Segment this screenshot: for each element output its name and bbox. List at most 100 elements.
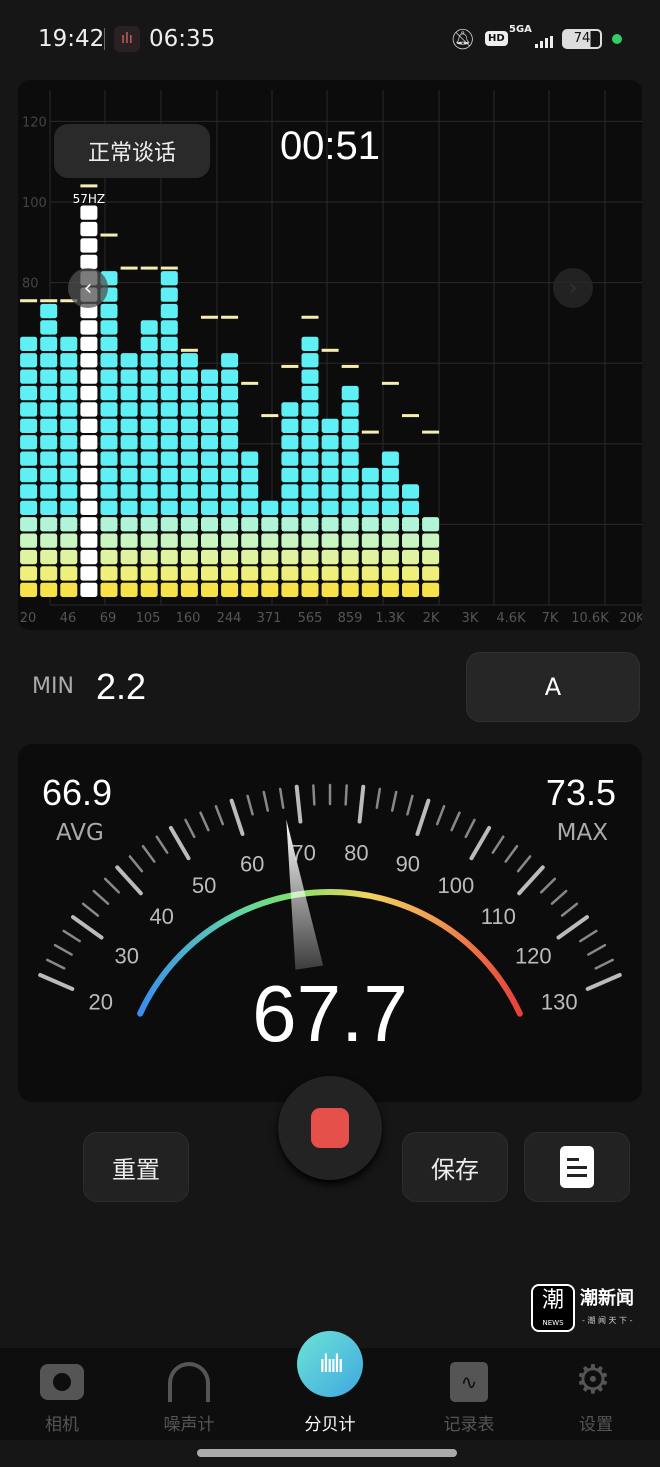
spectrum-segment (341, 385, 359, 401)
peak-marker (180, 348, 198, 352)
spectrum-segment (281, 549, 299, 565)
reset-button[interactable]: 重置 (83, 1132, 189, 1202)
spectrum-segment (201, 418, 218, 433)
spectrum-segment (180, 582, 198, 597)
spectrum-segment (20, 451, 38, 466)
mode-button[interactable]: 正常谈话 (54, 124, 210, 178)
weighting-button[interactable]: A (466, 652, 640, 722)
max-value: 73.5 (545, 772, 616, 813)
save-button[interactable]: 保存 (402, 1132, 508, 1202)
gear-icon[interactable]: ⚙ (575, 1357, 611, 1403)
spectrum-segment (100, 385, 118, 401)
records-list-button[interactable] (524, 1132, 630, 1202)
spectrum-segment (80, 369, 98, 384)
x-tick-label: 10.6K (571, 611, 609, 626)
hd-icon: HD (485, 31, 508, 46)
spectrum-segment (160, 566, 178, 581)
spectrum-segment (281, 418, 299, 433)
spectrum-segment (301, 500, 319, 515)
waveform-icon[interactable]: ılıılı (297, 1331, 363, 1397)
x-tick-label: 1.3K (375, 611, 405, 626)
minor-tick (587, 943, 607, 956)
spectrum-segment (321, 484, 339, 499)
spectrum-segment (221, 484, 239, 499)
gauge-label: 130 (541, 989, 578, 1014)
min-value: 2.2 (96, 666, 147, 707)
spectrum-segment (100, 451, 118, 466)
spectrum-segment (221, 369, 239, 384)
spectrum-segment (80, 418, 98, 433)
spectrum-segment (80, 254, 98, 269)
x-tick-label: 371 (257, 611, 282, 626)
home-indicator[interactable] (197, 1449, 457, 1457)
spectrum-segment (180, 451, 198, 466)
stop-icon (311, 1108, 349, 1148)
spectrum-segment (160, 271, 178, 286)
spectrum-segment (120, 566, 138, 581)
peak-marker (100, 233, 118, 237)
minor-tick (435, 805, 446, 826)
spectrum-segment (241, 500, 259, 515)
spectrum-segment (301, 467, 319, 483)
gauge-label: 120 (515, 944, 552, 969)
spectrum-segment (221, 582, 239, 597)
nav-camera[interactable]: 相机 (45, 1415, 79, 1435)
spectrum-segment (20, 533, 38, 548)
camera-icon[interactable] (40, 1364, 84, 1400)
headphones-icon[interactable] (168, 1362, 210, 1402)
chart-record-icon[interactable]: ∿ (450, 1362, 488, 1402)
spectrum-segment (100, 533, 118, 548)
spectrum-segment (381, 500, 399, 515)
spectrum-segment (80, 500, 98, 515)
spectrum-segment (120, 385, 138, 401)
spectrum-segment (80, 320, 98, 335)
minor-tick (390, 790, 398, 812)
spectrum-segment (201, 435, 218, 450)
spectrum-segment (20, 549, 38, 565)
gauge-label: 20 (88, 989, 112, 1014)
next-arrow-button[interactable]: › (553, 268, 593, 308)
spectrum-segment (180, 484, 198, 499)
chevron-right-icon: › (568, 275, 578, 301)
prev-arrow-button[interactable]: ‹ (68, 268, 108, 308)
spectrum-segment (160, 353, 178, 368)
spectrum-segment (341, 500, 359, 515)
major-tick (556, 915, 589, 940)
spectrum-segment (120, 402, 138, 417)
privacy-dot (612, 34, 622, 44)
spectrum-segment (140, 418, 158, 433)
highlight-frequency-label: 57HZ (73, 192, 106, 206)
spectrum-segment (321, 467, 339, 483)
spectrum-segment (221, 385, 239, 401)
spectrum-segment (60, 451, 78, 466)
spectrum-segment (261, 566, 279, 581)
spectrum-segment (100, 484, 118, 499)
spectrum-segment (221, 566, 239, 581)
nav-records[interactable]: 记录表 (443, 1415, 495, 1435)
record-stop-button[interactable] (278, 1076, 382, 1180)
spectrum-segment (321, 435, 339, 450)
nav-settings[interactable]: 设置 (579, 1415, 613, 1435)
spectrum-segment (381, 533, 399, 548)
minor-tick (278, 787, 285, 809)
nav-noise-meter[interactable]: 噪声计 (163, 1415, 215, 1435)
spectrum-segment (402, 582, 419, 597)
minor-tick (450, 811, 461, 832)
y-tick-label: 120 (22, 115, 47, 130)
spectrum-segment (281, 566, 299, 581)
nav-decibel-meter[interactable]: 分贝计 (304, 1415, 356, 1435)
spectrum-segment (140, 320, 158, 335)
spectrum-segment (301, 369, 319, 384)
peak-marker (261, 414, 279, 418)
spectrum-segment (60, 336, 78, 351)
major-tick (585, 972, 622, 991)
spectrum-segment (100, 549, 118, 565)
spectrum-segment (80, 238, 98, 253)
spectrum-segment (201, 385, 218, 401)
spectrum-segment (201, 582, 218, 597)
major-tick (115, 865, 143, 896)
spectrum-segment (180, 369, 198, 384)
spectrum-segment (201, 549, 218, 565)
spectrum-segment (40, 303, 58, 319)
spectrum-segment (241, 582, 259, 597)
